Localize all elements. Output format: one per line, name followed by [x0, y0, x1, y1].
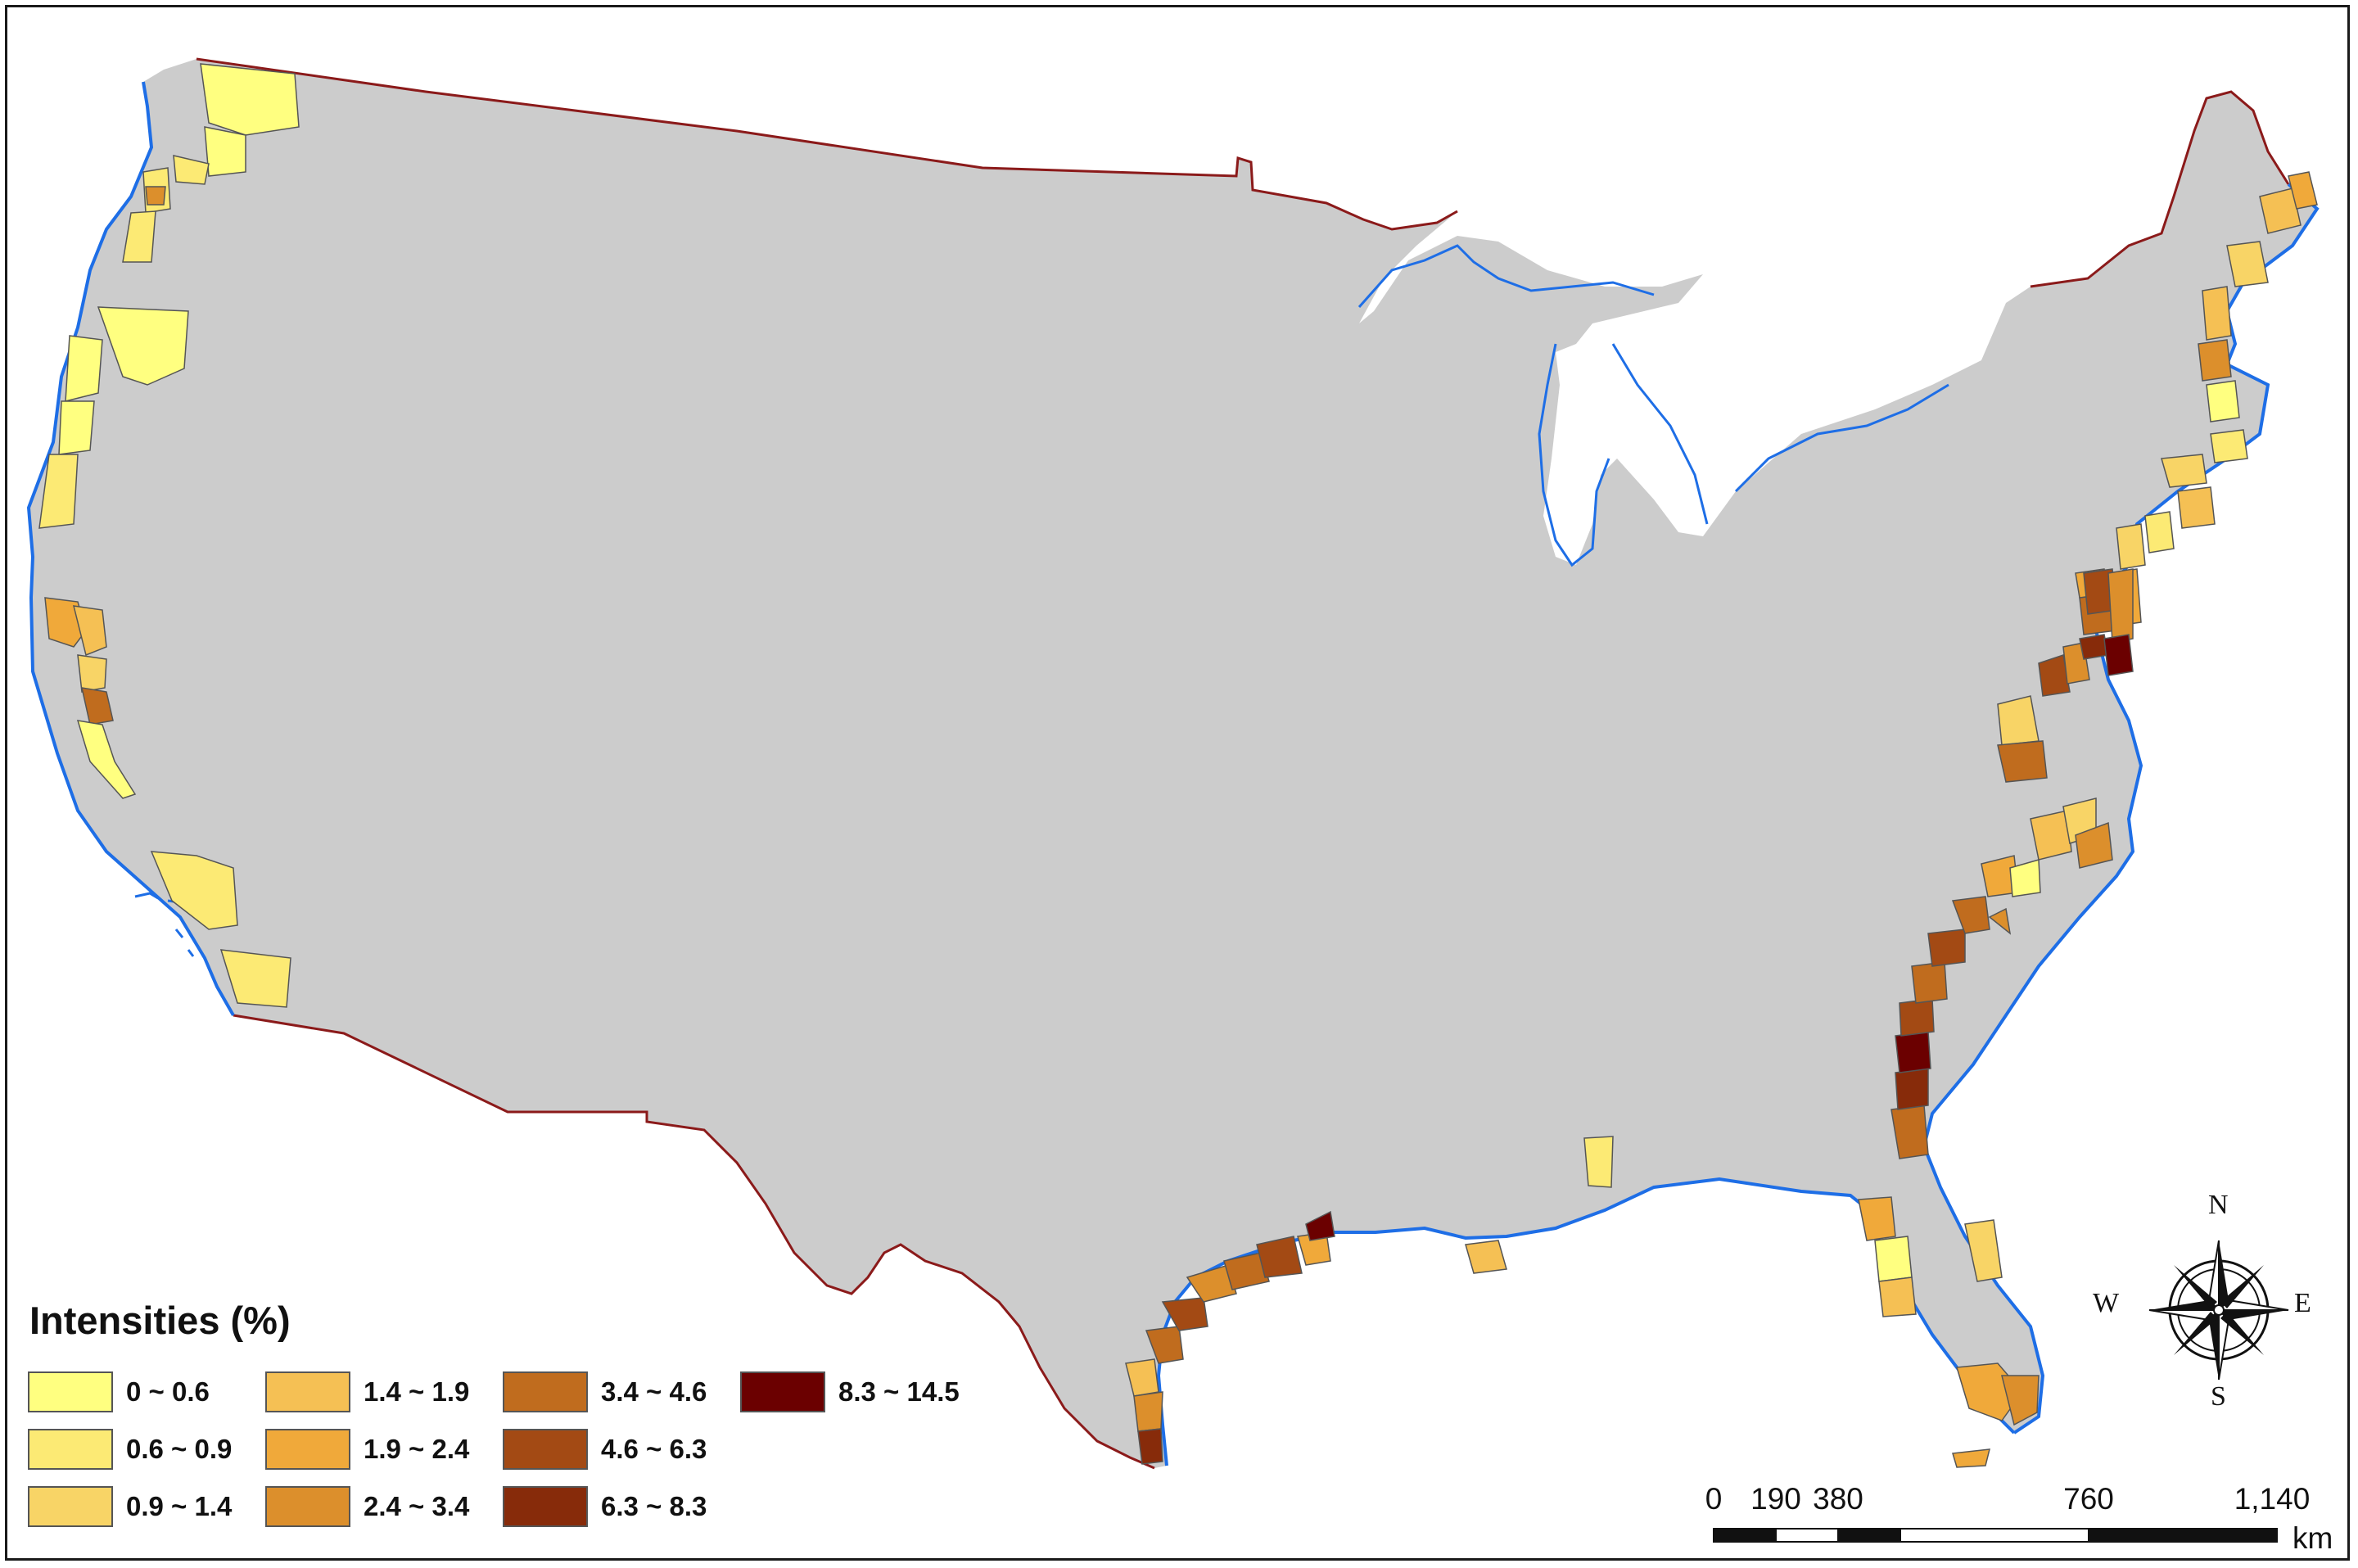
- scale-bar-graphic: [1713, 1528, 2278, 1543]
- legend-label: 2.4 ~ 3.4: [364, 1491, 470, 1521]
- legend-label: 0 ~ 0.6: [126, 1376, 210, 1407]
- legend-label: 1.4 ~ 1.9: [364, 1376, 470, 1407]
- scale-bar: 0 190 380 760 1,140 km: [1705, 1482, 2338, 1555]
- mid-atlantic-counties: [2083, 568, 2134, 676]
- legend-title: Intensities (%): [29, 1299, 291, 1342]
- compass-rose-icon: [2148, 1240, 2289, 1380]
- legend-swatch: [503, 1371, 588, 1412]
- contiguous-us-landmass: [29, 59, 2317, 1468]
- scale-tick-0: 0: [1705, 1482, 1723, 1516]
- compass: N S W E: [2093, 1190, 2311, 1412]
- legend-label: 8.3 ~ 14.5: [838, 1376, 960, 1407]
- international-border-northeast: [2030, 90, 2290, 288]
- legend-swatch: [740, 1371, 825, 1412]
- compass-east-label: E: [2294, 1288, 2311, 1318]
- pacific-coastline: [26, 81, 235, 1016]
- legend-label: 0.9 ~ 1.4: [126, 1491, 233, 1521]
- scale-unit: km: [2292, 1521, 2333, 1555]
- compass-south-label: S: [2211, 1381, 2226, 1412]
- legend-swatch: [503, 1429, 588, 1470]
- west-coast-counties: [38, 63, 300, 1008]
- great-lakes-shoreline: [1357, 244, 1949, 567]
- legend-swatch: [503, 1486, 588, 1527]
- legend-swatch: [265, 1429, 350, 1470]
- legend-label: 6.3 ~ 8.3: [601, 1491, 707, 1521]
- international-border-north: [196, 57, 1458, 231]
- legend-swatch: [265, 1371, 350, 1412]
- legend: Intensities (%) 0 ~ 0.6 0.6 ~ 0.9 0.9 ~ 1.…: [28, 1298, 1035, 1543]
- legend-swatch: [28, 1429, 113, 1470]
- scale-tick-380: 380: [1813, 1482, 1863, 1516]
- scale-tick-190: 190: [1750, 1482, 1801, 1516]
- scale-tick-1140: 1,140: [2234, 1482, 2311, 1516]
- legend-label: 4.6 ~ 6.3: [601, 1434, 707, 1464]
- atlantic-coastline: [1922, 183, 2320, 1435]
- legend-swatch: [265, 1486, 350, 1527]
- scale-tick-760: 760: [2063, 1482, 2114, 1516]
- compass-west-label: W: [2093, 1288, 2120, 1318]
- legend-label: 1.9 ~ 2.4: [364, 1434, 470, 1464]
- legend-swatch: [28, 1371, 113, 1412]
- legend-label: 3.4 ~ 4.6: [601, 1376, 707, 1407]
- gulf-coast-counties: [1125, 1136, 2040, 1468]
- legend-swatch: [28, 1486, 113, 1527]
- international-border-south: [233, 1014, 1155, 1470]
- legend-label: 0.6 ~ 0.9: [126, 1434, 233, 1464]
- compass-north-label: N: [2208, 1190, 2229, 1220]
